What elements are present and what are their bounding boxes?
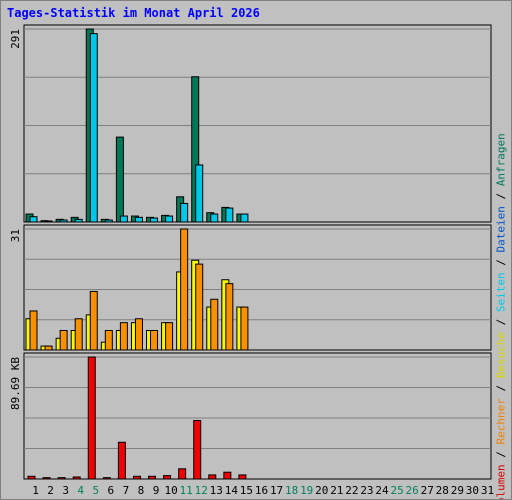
x-tick-label: 6	[108, 484, 115, 497]
x-tick-label: 7	[123, 484, 130, 497]
x-tick-label: 17	[270, 484, 283, 497]
bar-volumen-day-9	[148, 475, 157, 480]
bar-dateien-day-13	[210, 213, 219, 223]
bar-besuche-day-3	[59, 329, 68, 351]
legend-separator: /	[494, 378, 508, 399]
bar-besuche-day-9	[150, 329, 159, 351]
x-tick-label: 25	[390, 484, 403, 497]
bar-volumen-day-15	[238, 474, 247, 480]
x-tick-label: 15	[240, 484, 253, 497]
bar-dateien-day-1	[29, 216, 38, 223]
bar-besuche-day-5	[89, 290, 98, 351]
bar-volumen-day-14	[223, 471, 232, 480]
bar-volumen-day-2	[42, 477, 51, 480]
x-tick-label: 30	[466, 484, 479, 497]
x-tick-label: 29	[451, 484, 464, 497]
x-tick-label: 18	[285, 484, 298, 497]
bar-volumen-day-3	[57, 477, 66, 480]
bar-besuche-day-6	[104, 329, 113, 351]
x-tick-label: 12	[195, 484, 208, 497]
bar-volumen-day-1	[27, 475, 36, 480]
bar-besuche-day-4	[74, 318, 83, 351]
bar-dateien-day-9	[150, 217, 159, 223]
x-tick-label: 1	[32, 484, 39, 497]
bar-volumen-day-5	[87, 356, 96, 480]
legend-separator: /	[494, 444, 508, 465]
x-tick-label: 9	[153, 484, 160, 497]
x-tick-label: 20	[315, 484, 328, 497]
x-tick-label: 16	[255, 484, 268, 497]
x-tick-label: 26	[406, 484, 419, 497]
bar-dateien-day-14	[225, 207, 234, 223]
panel-2-frame	[23, 224, 492, 351]
legend-item-seiten: Seiten	[494, 272, 508, 313]
bar-besuche-day-14	[225, 283, 234, 351]
bar-dateien-day-8	[134, 216, 143, 223]
bar-volumen-day-10	[163, 475, 172, 480]
legend: Volumen / Rechner / Besuche / Seiten / D…	[493, 133, 509, 499]
bar-besuche-day-13	[210, 298, 219, 351]
x-tick-label: 24	[375, 484, 389, 497]
x-tick-label: 31	[481, 484, 494, 497]
bar-dateien-day-6	[104, 219, 113, 223]
bar-dateien-day-12	[195, 164, 204, 223]
x-tick-label: 10	[164, 484, 177, 497]
legend-item-anfragen: Anfragen	[494, 133, 508, 187]
x-tick-label: 21	[330, 484, 343, 497]
legend-text: Volumen / Rechner / Besuche / Seiten / D…	[494, 133, 508, 500]
bar-volumen-day-6	[102, 477, 111, 480]
bar-besuche-day-11	[180, 228, 189, 351]
x-tick-label: 11	[180, 484, 193, 497]
legend-separator: /	[494, 312, 508, 332]
bar-besuche-day-12	[195, 263, 204, 351]
legend-item-dateien: Dateien	[494, 206, 508, 253]
bar-dateien-day-4	[74, 218, 83, 223]
x-tick-label: 8	[138, 484, 145, 497]
y-max-label-hits-files: 291	[9, 29, 22, 49]
panel-3-frame	[23, 352, 492, 480]
bar-anfragen-day-7	[115, 136, 124, 223]
bar-volumen-day-11	[178, 468, 187, 480]
x-tick-label: 5	[92, 484, 99, 497]
bar-besuche-day-10	[165, 322, 174, 351]
y-max-label-volume: 89.69 KB	[9, 357, 22, 410]
chart-title: Tages-Statistik im Monat April 2026	[7, 6, 260, 20]
x-tick-label: 14	[225, 484, 239, 497]
x-tick-label: 27	[421, 484, 434, 497]
bar-volumen-day-13	[208, 474, 217, 480]
x-tick-label: 4	[77, 484, 84, 497]
x-tick-label: 13	[210, 484, 223, 497]
panel-1-frame	[23, 24, 492, 223]
bar-dateien-day-15	[240, 213, 249, 223]
bar-dateien-day-11	[180, 202, 189, 223]
bar-volumen-day-7	[117, 441, 126, 480]
legend-item-besuche: Besuche	[494, 331, 508, 379]
legend-item-volumen: Volumen	[494, 464, 508, 500]
bar-dateien-day-3	[59, 219, 68, 223]
bar-volumen-day-8	[132, 475, 141, 480]
bar-besuche-day-1	[29, 310, 38, 351]
bar-dateien-day-2	[44, 220, 53, 223]
bar-besuche-day-15	[240, 306, 249, 351]
bar-besuche-day-8	[134, 318, 143, 351]
bar-dateien-day-5	[89, 33, 98, 223]
bar-dateien-day-10	[165, 215, 174, 223]
legend-separator: /	[494, 186, 508, 207]
legend-item-rechner: Rechner	[494, 398, 508, 445]
bar-dateien-day-7	[119, 215, 128, 223]
x-tick-label: 22	[345, 484, 358, 497]
x-tick-label: 2	[47, 484, 54, 497]
legend-separator: /	[494, 252, 508, 273]
x-tick-label: 19	[300, 484, 313, 497]
x-tick-label: 23	[360, 484, 373, 497]
bar-besuche-day-7	[119, 322, 128, 351]
bar-volumen-day-4	[72, 476, 81, 480]
x-tick-label: 3	[62, 484, 69, 497]
x-tick-label: 28	[436, 484, 449, 497]
bar-volumen-day-12	[193, 420, 202, 480]
bar-besuche-day-2	[44, 345, 53, 351]
y-max-label-pages-visits: 31	[9, 229, 22, 242]
